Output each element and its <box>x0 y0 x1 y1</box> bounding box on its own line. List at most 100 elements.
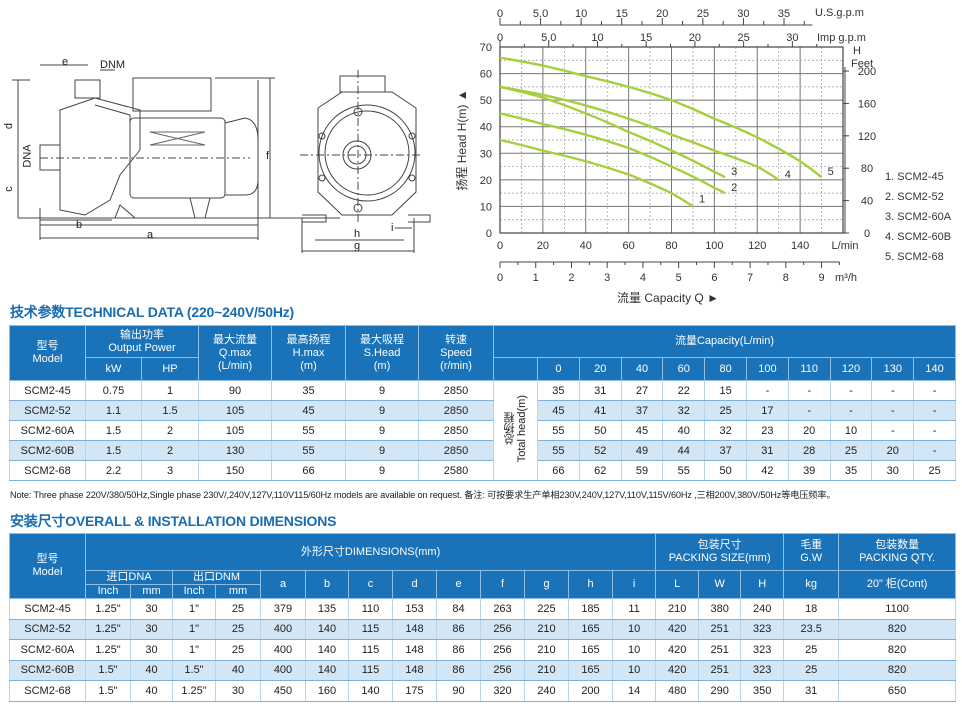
cell-head: 25 <box>913 460 956 481</box>
cell-dnm-mm: 25 <box>215 598 261 620</box>
cell-qty: 820 <box>838 660 956 681</box>
header-hp: HP <box>140 357 200 381</box>
cell-model: SCM2-45 <box>9 598 86 620</box>
cell-head: - <box>871 380 915 401</box>
cell-dnm-in: 1" <box>172 598 216 620</box>
header-capacity-40: 40 <box>620 357 664 381</box>
header-capacity-140: 140 <box>913 357 956 381</box>
cell-head: 59 <box>620 460 664 481</box>
cell-head: 62 <box>578 460 622 481</box>
cell-dim-d: 148 <box>392 619 437 640</box>
cell-kw: 2.2 <box>85 460 142 481</box>
cell-head: 23 <box>746 420 789 441</box>
header-dim-f: f <box>480 570 525 599</box>
table-row: SCM2-52 1.25" 30 1" 25 400 140 115 148 86 256 210 16… <box>9 619 956 640</box>
cell-dim-h: 165 <box>568 639 613 661</box>
header-capacity-130: 130 <box>871 357 915 381</box>
cell-dnm-mm: 25 <box>215 619 261 640</box>
usgpm-tick-label: 0 <box>497 8 503 20</box>
y-tick-label: 70 <box>480 42 492 54</box>
cell-head: 52 <box>578 440 622 461</box>
feet-tick-label: 120 <box>858 131 876 143</box>
cell-model: SCM2-60A <box>9 639 86 661</box>
series-curve-5 <box>499 56 823 179</box>
cell-pack-L: 480 <box>655 680 700 702</box>
x-tick-label: 40 <box>580 240 592 252</box>
header-model: 型号 Model <box>9 325 86 381</box>
x-tick-label: 120 <box>748 240 766 252</box>
legend-entry: 3. SCM2-60A <box>885 211 952 223</box>
cell-dim-e: 86 <box>436 639 481 661</box>
cell-qty: 1100 <box>838 598 956 620</box>
cell-dim-a: 400 <box>260 639 306 661</box>
dim-label-dnm: DNM <box>100 59 126 71</box>
cell-head: 50 <box>704 460 747 481</box>
usgpm-tick-label: 25 <box>697 8 709 20</box>
cell-dim-b: 140 <box>305 660 349 681</box>
cell-dim-g: 225 <box>524 598 569 620</box>
cell-dim-h: 165 <box>568 660 613 681</box>
cell-hp: 3 <box>140 460 200 481</box>
cell-head: 32 <box>704 420 747 441</box>
header-pack-W: W <box>698 570 742 599</box>
cell-pack-W: 290 <box>698 680 742 702</box>
header-speed: 转速 Speed (r/min) <box>418 325 495 381</box>
cell-kw: 1.5 <box>85 440 142 461</box>
feet-tick-label: 40 <box>861 196 873 208</box>
cell-pack-H: 323 <box>740 619 785 640</box>
cell-speed: 2580 <box>418 460 495 481</box>
cell-head: 44 <box>662 440 706 461</box>
usgpm-tick-label: 35 <box>778 8 790 20</box>
pump-dimension-drawing <box>12 64 431 253</box>
cell-head: 49 <box>620 440 664 461</box>
cell-dim-a: 400 <box>260 660 306 681</box>
cell-kg: 18 <box>783 598 840 620</box>
cell-qmax: 150 <box>198 460 273 481</box>
header-capacity-110: 110 <box>787 357 831 381</box>
y-tick-label: 10 <box>480 201 492 213</box>
series-curve-4 <box>499 85 780 181</box>
impgpm-tick-label: 25 <box>738 32 750 44</box>
header-dna-inch: Inch <box>85 584 131 599</box>
feet-axis-h-label: H <box>853 45 861 57</box>
x-unit-label: L/min <box>832 240 859 252</box>
cell-pack-L: 420 <box>655 660 700 681</box>
header-dna: 进口DNA <box>85 570 173 585</box>
cell-dim-i: 11 <box>611 598 657 620</box>
cell-head: 39 <box>787 460 831 481</box>
cell-qty: 820 <box>838 619 956 640</box>
impgpm-tick-label: 30 <box>786 32 798 44</box>
header-dim-e: e <box>436 570 481 599</box>
m3h-tick-label: 7 <box>747 272 753 284</box>
table-row: SCM2-52 1.1 1.5 105 45 9 2850 45 41 37 32 25 17- - - - <box>9 400 956 421</box>
header-head-label-cell <box>493 357 539 381</box>
x-tick-label: 100 <box>705 240 723 252</box>
header-dim-c: c <box>348 570 393 599</box>
header-qmax: 最大流量 Q.max (L/min) <box>198 325 273 381</box>
curve-tag-2: 2 <box>731 182 737 194</box>
cell-dim-f: 263 <box>480 598 525 620</box>
dim-label-e: e <box>62 56 69 68</box>
cell-speed: 2850 <box>418 400 495 421</box>
cell-head: - <box>829 380 873 401</box>
x-tick-label: 0 <box>497 240 503 252</box>
cell-head: 32 <box>662 400 706 421</box>
cell-head: 37 <box>704 440 747 461</box>
legend-entry: 1. SCM2-45 <box>885 171 944 183</box>
cell-dnm-mm: 25 <box>215 639 261 661</box>
cell-hp: 2 <box>140 420 200 441</box>
feet-axis-unit-label: Feet <box>851 58 873 70</box>
dim-label-f: f <box>266 150 270 162</box>
cell-dim-i: 10 <box>611 660 657 681</box>
cell-dna-in: 1.5" <box>85 660 131 681</box>
cell-model: SCM2-68 <box>9 460 86 481</box>
technical-data-table: 型号 Model 输出功率 Output Power 最大流量 Q.max (L… <box>9 325 956 481</box>
cell-head: - <box>913 440 956 461</box>
cell-qmax: 130 <box>198 440 273 461</box>
cell-dim-b: 140 <box>305 639 349 661</box>
header-capacity-80: 80 <box>704 357 747 381</box>
cell-dim-g: 210 <box>524 639 569 661</box>
cell-head: - <box>913 380 956 401</box>
header-pack-H: H <box>740 570 785 599</box>
header-dim-g: g <box>524 570 569 599</box>
